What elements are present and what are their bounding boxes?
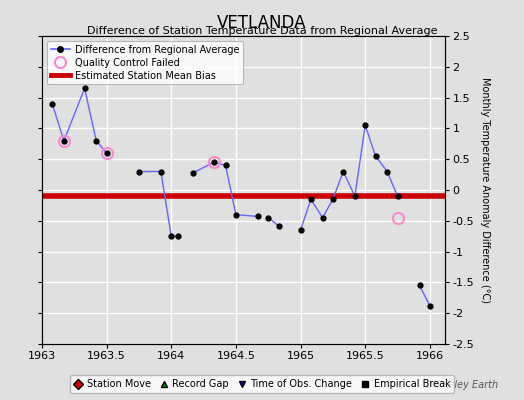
Text: Difference of Station Temperature Data from Regional Average: Difference of Station Temperature Data f… [87, 26, 437, 36]
Legend: Station Move, Record Gap, Time of Obs. Change, Empirical Break: Station Move, Record Gap, Time of Obs. C… [70, 375, 454, 393]
Y-axis label: Monthly Temperature Anomaly Difference (°C): Monthly Temperature Anomaly Difference (… [479, 77, 489, 303]
Text: VETLANDA: VETLANDA [217, 14, 307, 32]
Legend: Difference from Regional Average, Quality Control Failed, Estimated Station Mean: Difference from Regional Average, Qualit… [47, 41, 243, 84]
Text: Berkeley Earth: Berkeley Earth [425, 380, 498, 390]
